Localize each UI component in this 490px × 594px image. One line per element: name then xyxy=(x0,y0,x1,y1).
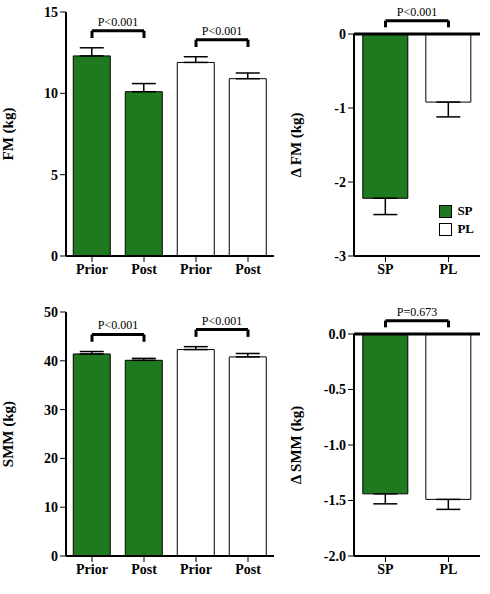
svg-text:SP: SP xyxy=(377,562,394,577)
svg-text:Prior: Prior xyxy=(76,262,108,277)
svg-text:FM (kg): FM (kg) xyxy=(8,108,17,161)
svg-text:0: 0 xyxy=(51,549,58,564)
svg-text:15: 15 xyxy=(44,5,58,20)
svg-text:-2.0: -2.0 xyxy=(324,549,346,564)
svg-text:30: 30 xyxy=(44,403,58,418)
svg-text:Prior: Prior xyxy=(76,562,108,577)
svg-text:-2: -2 xyxy=(334,175,346,190)
svg-text:P<0.001: P<0.001 xyxy=(98,15,138,29)
svg-text:10: 10 xyxy=(44,86,58,101)
svg-text:-1.0: -1.0 xyxy=(324,438,346,453)
svg-text:SMM (kg): SMM (kg) xyxy=(8,401,17,467)
svg-text:0: 0 xyxy=(339,27,346,42)
svg-text:0: 0 xyxy=(51,249,58,264)
svg-text:Prior: Prior xyxy=(180,262,212,277)
svg-text:P<0.001: P<0.001 xyxy=(202,24,242,38)
html-text:PL: PL xyxy=(457,221,474,236)
svg-text:-0.5: -0.5 xyxy=(324,382,346,397)
svg-text:0.0: 0.0 xyxy=(329,327,347,342)
svg-text:Post: Post xyxy=(131,562,157,577)
svg-text:P=0.673: P=0.673 xyxy=(397,305,437,319)
svg-text:40: 40 xyxy=(44,354,58,369)
svg-text:Post: Post xyxy=(235,562,261,577)
svg-text:Post: Post xyxy=(235,262,261,277)
svg-text:P<0.001: P<0.001 xyxy=(202,314,242,328)
svg-text:PL: PL xyxy=(440,562,458,577)
svg-text:50: 50 xyxy=(44,305,58,320)
svg-text:SP: SP xyxy=(377,262,394,277)
svg-text:Post: Post xyxy=(131,262,157,277)
svg-text:Prior: Prior xyxy=(180,562,212,577)
svg-text:PL: PL xyxy=(440,262,458,277)
svg-text:Δ FM (kg): Δ FM (kg) xyxy=(288,112,305,177)
html-text:SP: SP xyxy=(457,203,473,218)
svg-text:P<0.001: P<0.001 xyxy=(397,5,437,19)
svg-text:Δ SMM (kg): Δ SMM (kg) xyxy=(288,406,305,485)
svg-text:5: 5 xyxy=(51,168,58,183)
svg-text:P<0.001: P<0.001 xyxy=(98,318,138,332)
svg-text:20: 20 xyxy=(44,451,58,466)
svg-text:10: 10 xyxy=(44,500,58,515)
svg-text:-1.5: -1.5 xyxy=(324,493,346,508)
svg-text:-3: -3 xyxy=(334,249,346,264)
svg-text:-1: -1 xyxy=(334,101,346,116)
